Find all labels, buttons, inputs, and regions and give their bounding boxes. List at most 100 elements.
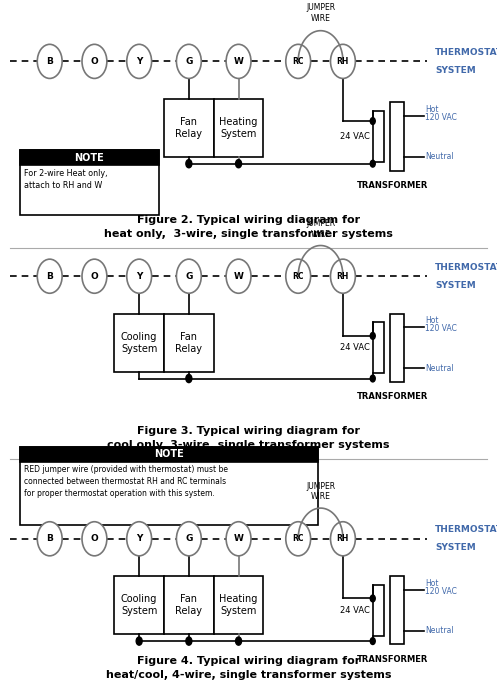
Text: W: W — [234, 534, 244, 544]
Text: O: O — [90, 534, 98, 544]
Text: NOTE: NOTE — [75, 153, 104, 162]
Text: JUMPER
WIRE: JUMPER WIRE — [306, 482, 335, 501]
Circle shape — [82, 522, 107, 556]
Text: THERMOSTAT: THERMOSTAT — [435, 48, 497, 57]
Text: G: G — [185, 534, 192, 544]
Circle shape — [127, 522, 152, 556]
Text: RH: RH — [337, 271, 349, 281]
Bar — [390, 314, 404, 382]
Bar — [164, 99, 214, 157]
Text: Hot: Hot — [425, 316, 438, 325]
Text: 24 VAC: 24 VAC — [340, 606, 370, 615]
Circle shape — [37, 259, 62, 293]
Circle shape — [370, 333, 375, 340]
Text: TRANSFORMER: TRANSFORMER — [357, 392, 428, 401]
Circle shape — [370, 638, 375, 644]
Text: THERMOSTAT: THERMOSTAT — [435, 263, 497, 272]
Text: SYSTEM: SYSTEM — [435, 543, 476, 552]
Circle shape — [37, 522, 62, 556]
Circle shape — [226, 522, 251, 556]
Circle shape — [331, 44, 355, 78]
Circle shape — [226, 44, 251, 78]
Circle shape — [286, 522, 311, 556]
Text: Cooling
System: Cooling System — [121, 331, 158, 354]
Circle shape — [370, 160, 375, 167]
Text: 120 VAC: 120 VAC — [425, 587, 457, 596]
Text: RC: RC — [292, 534, 304, 544]
Text: Heating
System: Heating System — [219, 117, 258, 139]
Bar — [390, 102, 404, 170]
Text: Y: Y — [136, 57, 142, 66]
Bar — [164, 576, 214, 634]
Circle shape — [176, 259, 201, 293]
Bar — [214, 576, 263, 634]
Text: NOTE: NOTE — [154, 449, 184, 459]
Text: JUMPER
WIRE: JUMPER WIRE — [306, 220, 335, 239]
Circle shape — [286, 259, 311, 293]
Text: Hot: Hot — [425, 104, 438, 114]
Text: RH: RH — [337, 534, 349, 544]
Text: RC: RC — [292, 271, 304, 281]
Circle shape — [286, 44, 311, 78]
Circle shape — [236, 160, 242, 168]
Circle shape — [127, 259, 152, 293]
Text: B: B — [46, 57, 53, 66]
Bar — [164, 314, 214, 372]
Text: SYSTEM: SYSTEM — [435, 65, 476, 75]
Circle shape — [370, 117, 375, 124]
Text: G: G — [185, 57, 192, 66]
Bar — [114, 576, 164, 634]
Text: G: G — [185, 271, 192, 281]
Text: Figure 3. Typical wiring diagram for
cool only, 3-wire, single transformer syste: Figure 3. Typical wiring diagram for coo… — [107, 426, 390, 450]
Text: O: O — [90, 271, 98, 281]
Bar — [114, 314, 164, 372]
Text: 120 VAC: 120 VAC — [425, 324, 457, 333]
Text: TRANSFORMER: TRANSFORMER — [357, 181, 428, 190]
Text: 24 VAC: 24 VAC — [340, 132, 370, 141]
Circle shape — [186, 160, 192, 168]
Bar — [20, 447, 318, 525]
Text: W: W — [234, 271, 244, 281]
Circle shape — [370, 595, 375, 602]
Text: TRANSFORMER: TRANSFORMER — [357, 655, 428, 664]
Text: B: B — [46, 271, 53, 281]
Bar — [390, 576, 404, 644]
Text: Neutral: Neutral — [425, 364, 454, 373]
Text: RC: RC — [292, 57, 304, 66]
Text: 120 VAC: 120 VAC — [425, 113, 457, 122]
Circle shape — [37, 44, 62, 78]
Bar — [373, 584, 384, 636]
Circle shape — [136, 637, 142, 645]
Circle shape — [226, 259, 251, 293]
Text: JUMPER
WIRE: JUMPER WIRE — [306, 3, 335, 23]
Text: Figure 2. Typical wiring diagram for
heat only,  3-wire, single transformer syst: Figure 2. Typical wiring diagram for hea… — [104, 215, 393, 239]
Circle shape — [236, 637, 242, 645]
Text: Neutral: Neutral — [425, 152, 454, 162]
Bar — [373, 323, 384, 374]
Circle shape — [331, 259, 355, 293]
Circle shape — [186, 374, 192, 383]
Text: O: O — [90, 57, 98, 66]
Text: Fan
Relay: Fan Relay — [175, 331, 202, 354]
Bar — [373, 110, 384, 162]
Text: SYSTEM: SYSTEM — [435, 280, 476, 290]
Circle shape — [176, 522, 201, 556]
Text: RH: RH — [337, 57, 349, 66]
Text: Heating
System: Heating System — [219, 594, 258, 617]
Text: Y: Y — [136, 271, 142, 281]
Text: Y: Y — [136, 534, 142, 544]
Bar — [20, 150, 159, 165]
Circle shape — [176, 44, 201, 78]
Text: W: W — [234, 57, 244, 66]
Text: Figure 4. Typical wiring diagram for
heat/cool, 4-wire, single transformer syste: Figure 4. Typical wiring diagram for hea… — [106, 656, 391, 680]
Text: Fan
Relay: Fan Relay — [175, 594, 202, 617]
Circle shape — [82, 259, 107, 293]
Circle shape — [82, 44, 107, 78]
Text: Neutral: Neutral — [425, 626, 454, 636]
Text: Cooling
System: Cooling System — [121, 594, 158, 617]
Text: B: B — [46, 534, 53, 544]
Text: THERMOSTAT: THERMOSTAT — [435, 525, 497, 535]
Circle shape — [370, 375, 375, 382]
Text: For 2-wire Heat only,
attach to RH and W: For 2-wire Heat only, attach to RH and W — [24, 169, 107, 190]
Bar — [214, 99, 263, 157]
